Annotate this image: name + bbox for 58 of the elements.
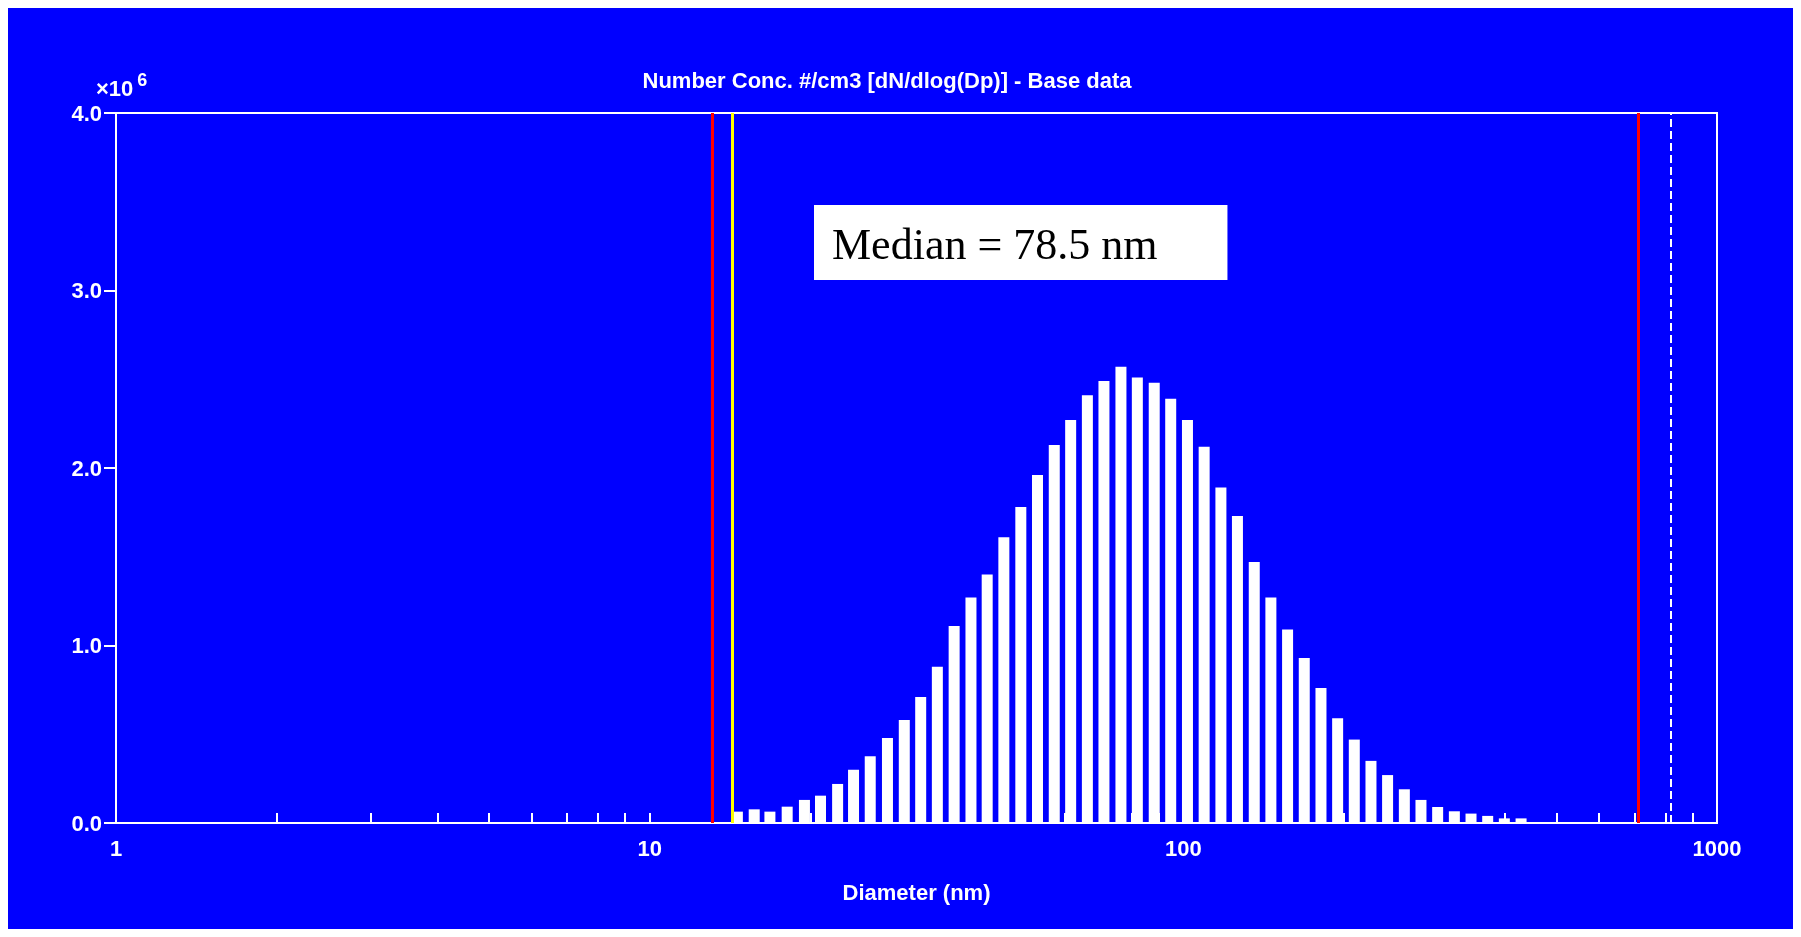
x-axis-title: Diameter (nm) [842, 879, 991, 905]
bar [915, 696, 927, 823]
bar [848, 769, 860, 823]
y-tick-label: 2.0 [71, 455, 102, 481]
bar [764, 811, 776, 823]
bar [1181, 420, 1193, 823]
bar [981, 574, 993, 823]
bar [1398, 789, 1410, 823]
bar [1231, 515, 1243, 823]
bar [1265, 597, 1277, 823]
bar [1065, 420, 1077, 823]
bar [1315, 688, 1327, 823]
bar [1081, 395, 1093, 823]
bar [815, 795, 827, 823]
bar [1365, 760, 1377, 823]
bar [1432, 807, 1444, 823]
bar [1165, 398, 1177, 823]
bar [1415, 799, 1427, 823]
bar [1348, 739, 1360, 823]
bar [832, 783, 844, 823]
bar [931, 666, 943, 823]
x-tick-label: 1000 [1692, 835, 1742, 861]
bar [798, 799, 810, 823]
bar [1382, 775, 1394, 823]
bar [1465, 813, 1477, 823]
x-tick-label: 1 [109, 835, 123, 861]
bar [1215, 487, 1227, 823]
bar [1282, 629, 1294, 823]
x-tick-label: 10 [637, 835, 662, 861]
bar [998, 537, 1010, 823]
bar [1332, 718, 1344, 823]
bar [1115, 366, 1127, 823]
bar [881, 737, 893, 823]
bar [1198, 446, 1210, 823]
bar [948, 625, 960, 823]
bar [781, 806, 793, 823]
bar [1015, 507, 1027, 823]
annotation: Median = 78.5 nm [832, 219, 1158, 269]
y-tick-label: 4.0 [71, 100, 102, 126]
bar [748, 809, 760, 823]
bar [965, 597, 977, 823]
bar [1048, 444, 1060, 823]
chart-title: Number Conc. #/cm3 [dN/dlog(Dp)] - Base data [642, 67, 1133, 93]
bar [1148, 382, 1160, 823]
y-tick-label: 3.0 [71, 278, 102, 303]
bar [864, 756, 876, 823]
bar [1515, 818, 1527, 823]
bar [1098, 381, 1110, 823]
bar [898, 720, 910, 823]
bar [1298, 657, 1310, 823]
y-tick-label: 0.0 [71, 810, 102, 836]
bar [1448, 811, 1460, 823]
bar [1131, 377, 1143, 823]
y-tick-label: 1.0 [71, 633, 102, 658]
bar [1482, 815, 1494, 823]
bar [1248, 562, 1260, 823]
x-tick-label: 100 [1164, 835, 1202, 861]
bar [1032, 475, 1043, 823]
